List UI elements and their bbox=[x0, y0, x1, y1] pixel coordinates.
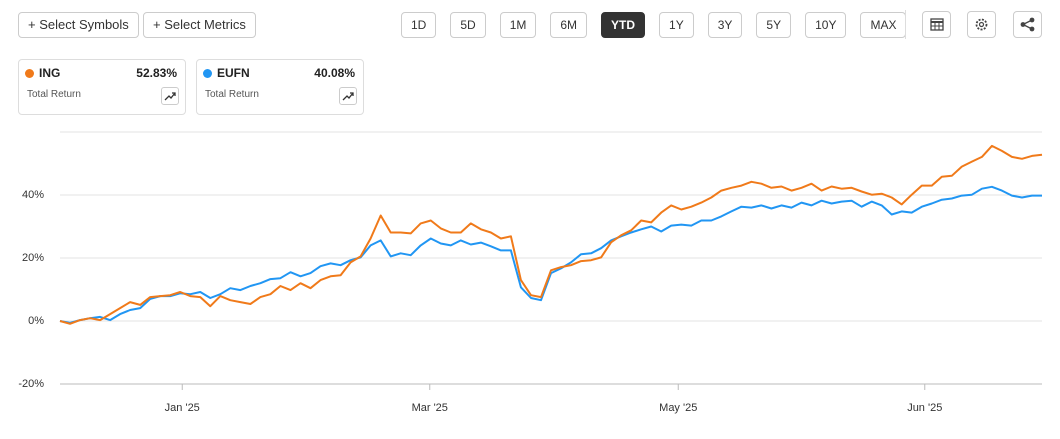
legend-dot bbox=[203, 69, 212, 78]
metric-label: Total Return bbox=[27, 89, 81, 100]
range-selector: 1D 5D 1M 6M YTD 1Y 3Y 5Y 10Y MAX bbox=[401, 12, 907, 38]
range-button[interactable]: 1Y bbox=[659, 12, 694, 38]
symbol-name: ING bbox=[39, 66, 61, 80]
range-button[interactable]: 1M bbox=[499, 12, 537, 38]
total-return-value: 52.83% bbox=[136, 66, 177, 80]
range-button[interactable]: 5Y bbox=[756, 12, 792, 38]
y-tick-label: 40% bbox=[22, 189, 44, 201]
select-button[interactable]: + Select Symbols bbox=[18, 12, 139, 38]
symbol-card: EUFN 40.08% Total Return bbox=[196, 59, 364, 115]
y-tick-label: 20% bbox=[22, 252, 44, 264]
legend-dot bbox=[25, 69, 34, 78]
range-button[interactable]: 6M bbox=[550, 12, 588, 38]
range-button[interactable]: MAX bbox=[860, 12, 907, 38]
x-tick-label: May '25 bbox=[659, 402, 697, 414]
share-glyph bbox=[1020, 17, 1035, 32]
range-button[interactable]: 5D bbox=[450, 12, 486, 38]
table-icon[interactable] bbox=[922, 11, 951, 38]
trend-button[interactable] bbox=[161, 87, 179, 105]
range-button[interactable]: YTD bbox=[601, 12, 646, 38]
x-tick-label: Jan '25 bbox=[165, 402, 200, 414]
range-button[interactable]: 1D bbox=[401, 12, 437, 38]
symbol-card: ING 52.83% Total Return bbox=[18, 59, 186, 115]
separator bbox=[905, 10, 906, 39]
table-glyph bbox=[930, 18, 944, 31]
trend-glyph bbox=[164, 92, 176, 101]
metric-label: Total Return bbox=[205, 89, 259, 100]
x-tick-label: Jun '25 bbox=[907, 402, 942, 414]
series-line bbox=[59, 144, 1043, 325]
gear-glyph bbox=[975, 18, 988, 31]
range-button[interactable]: 10Y bbox=[805, 12, 847, 38]
settings-icon[interactable] bbox=[967, 11, 996, 38]
symbol-name: EUFN bbox=[217, 66, 250, 80]
select-button[interactable]: + Select Metrics bbox=[143, 12, 256, 38]
series-line bbox=[59, 185, 1042, 324]
y-tick-label: -20% bbox=[18, 378, 44, 390]
share-icon[interactable] bbox=[1013, 11, 1042, 38]
y-tick-label: 0% bbox=[28, 315, 44, 327]
range-button[interactable]: 3Y bbox=[707, 12, 743, 38]
trend-button[interactable] bbox=[339, 87, 357, 105]
total-return-value: 40.08% bbox=[314, 66, 355, 80]
trend-glyph bbox=[342, 92, 354, 101]
x-tick-label: Mar '25 bbox=[412, 402, 448, 414]
